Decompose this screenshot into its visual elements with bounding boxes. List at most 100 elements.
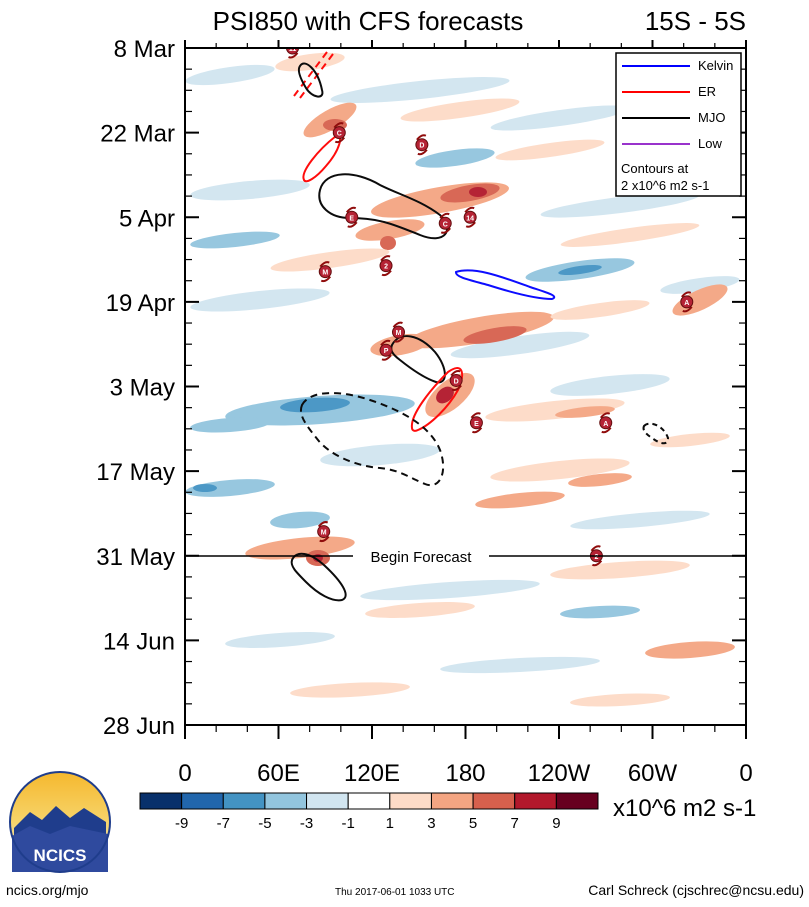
colorbar-swatch (222, 792, 266, 810)
storm-marker: D (449, 369, 463, 391)
storm-arm-top (317, 521, 329, 528)
storm-code: 11 (289, 46, 297, 53)
storm-symbol (332, 126, 346, 140)
storm-arm-bottom (440, 227, 452, 234)
storm-marker: E (345, 206, 359, 228)
y-axis: 8 Mar 22 Mar 5 Apr 19 Apr 3 May 17 May 31 May 1… (96, 36, 746, 740)
storm-code: M (396, 330, 402, 337)
storm-code: D (454, 378, 459, 385)
storm-symbol (680, 295, 694, 309)
storm-code: D (419, 143, 424, 150)
legend-label-mjo: MJO (698, 110, 725, 125)
storm-code: E (474, 421, 479, 428)
storm-symbol (438, 216, 452, 230)
y-tick-label: 31 May (96, 544, 175, 571)
storm-arm-bottom (381, 354, 392, 361)
colorbar-tick-label: 3 (427, 815, 435, 832)
forecast-label: Begin Forecast (371, 549, 473, 566)
legend-note-line2: 2 x10^6 m2 s-1 (621, 178, 709, 193)
colorbar-swatch (139, 792, 183, 810)
x-axis: 0 60E 120E 180 120W 60W 0 (178, 40, 753, 787)
storm-symbol (318, 265, 332, 279)
storm-code: P (384, 348, 389, 355)
storm-marker: M (318, 261, 332, 283)
x-tick-label: 0 (739, 760, 752, 787)
colorbar-tick-label: 1 (386, 815, 394, 832)
storm-code: M (321, 530, 327, 537)
er-contour (293, 48, 331, 97)
storm-marker: P (379, 339, 393, 361)
x-tick-label: 120E (344, 760, 400, 787)
storm-arm-top (450, 369, 461, 377)
storm-symbol (345, 210, 359, 224)
storm-arm-bottom (347, 221, 358, 228)
colorbar-tick-label: 9 (552, 815, 560, 832)
x-tick-label: 180 (445, 760, 485, 787)
y-tick-label: 14 Jun (103, 628, 175, 655)
y-tick-label: 28 Jun (103, 713, 175, 740)
forecast-label-bg (353, 547, 489, 565)
colorbar-swatch (306, 792, 349, 810)
mjo-contour-dashed (642, 422, 670, 445)
storm-arm-top (392, 321, 403, 328)
storm-code: 14 (466, 215, 474, 222)
logo-rim (9, 771, 111, 873)
colorbar-swatch (264, 792, 308, 810)
storm-marker: 2 (379, 255, 393, 277)
er-contour (302, 134, 342, 183)
storm-marker: M (391, 321, 405, 343)
storm-arm-bottom (471, 427, 483, 434)
legend: Kelvin ER MJO Low Contours at 2 x10^6 m2 s-… (615, 52, 742, 197)
storm-marker: C (332, 122, 346, 144)
storm-symbol (469, 416, 483, 430)
storm-arm-top (288, 39, 297, 44)
storm-arm-top (599, 412, 611, 419)
storm-arm-top (333, 122, 344, 129)
storm-arm-bottom (288, 52, 299, 59)
anomaly-blobs-blue (185, 64, 740, 674)
y-tick-label: 22 Mar (100, 121, 175, 148)
footer-url[interactable]: ncics.org/mjo (6, 882, 89, 898)
storm-marker: M (317, 521, 331, 543)
storm-arm-top (470, 412, 481, 419)
colorbar-swatch (181, 792, 224, 810)
legend-box (615, 52, 742, 197)
colorbar: -9 -7 -5 -3 -1 1 3 5 7 9 (139, 792, 599, 832)
colorbar-tick-label: 5 (469, 815, 477, 832)
storm-arm-bottom (451, 384, 462, 391)
x-tick-label: 120W (528, 760, 591, 787)
y-tick-label: 8 Mar (114, 36, 175, 63)
anomaly-field: 11 C D E C 14 2 M A M P D E A M 2 (185, 39, 740, 707)
legend-label-er: ER (698, 84, 716, 99)
storm-arm-bottom (394, 336, 405, 343)
storm-arm-bottom (381, 269, 392, 277)
storm-marker: 11 (286, 39, 300, 59)
y-tick-label: 3 May (110, 375, 175, 402)
kelvin-contour (455, 269, 556, 301)
storm-arm-top (380, 339, 391, 346)
colorbar-tick-label: -1 (342, 815, 355, 832)
storm-marker: C (438, 212, 452, 234)
mjo-contour (390, 335, 446, 384)
legend-label-kelvin: Kelvin (698, 58, 733, 73)
storm-arm-bottom (417, 149, 428, 156)
storm-symbol (379, 259, 393, 273)
legend-label-low: Low (698, 136, 722, 151)
er-contour (410, 367, 464, 432)
storm-arm-bottom (682, 306, 693, 313)
legend-note-line1: Contours at (621, 161, 689, 176)
footer-timestamp: Thu 2017-06-01 1033 UTC (335, 887, 455, 898)
storm-arm-top (590, 545, 601, 552)
colorbar-swatch (389, 792, 432, 810)
storm-marker: A (680, 291, 694, 313)
storm-marker: D (415, 134, 429, 156)
footer-author: Carl Schreck (cjschrec@ncsu.edu) (588, 882, 804, 898)
mjo-contour (290, 552, 347, 602)
storm-symbol (286, 48, 300, 55)
storm-arm-top (464, 206, 475, 213)
storm-symbol (449, 373, 463, 387)
storm-symbol (599, 416, 613, 430)
colorbar-tick-label: -3 (300, 815, 313, 832)
storm-code: C (443, 221, 448, 228)
